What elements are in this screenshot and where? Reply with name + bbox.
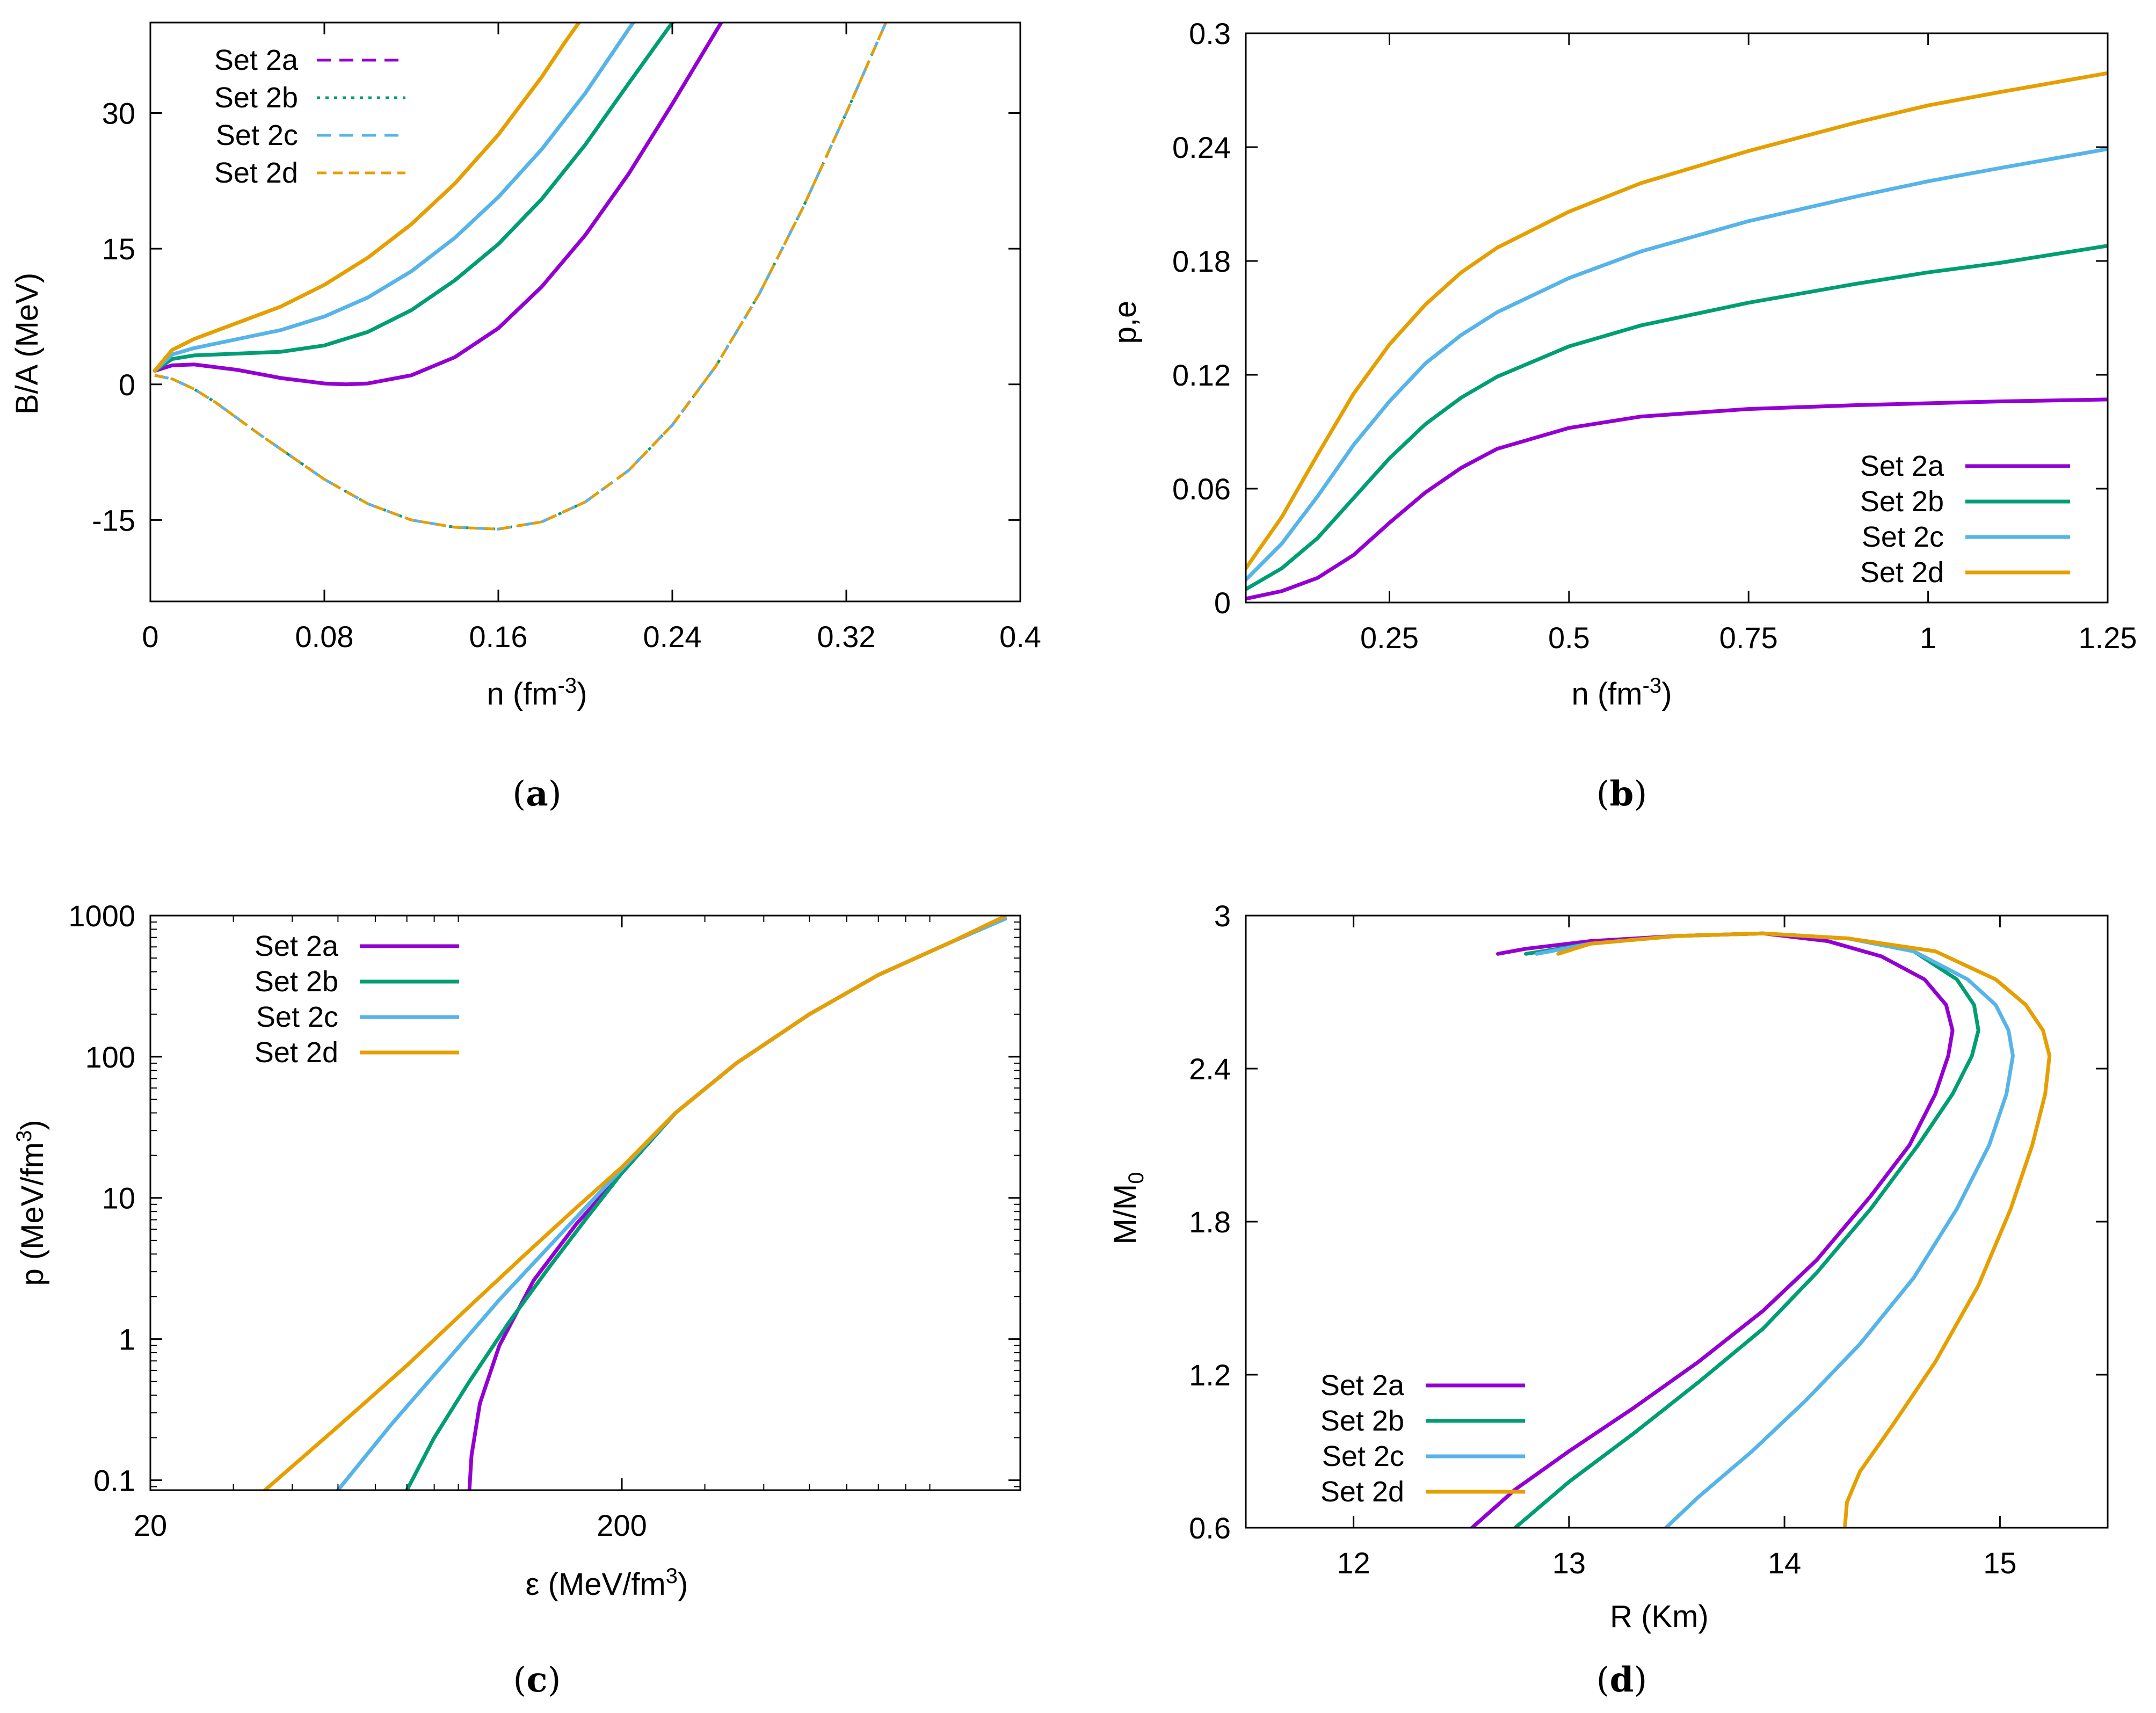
panel-b: 0.25 0.5 0.75 1 1.25 0 0.06 0.12 0.18 0.24 0.3 Set … [1108,17,2137,814]
panel-a-xlabel: n (fm-3) [487,674,587,712]
y-tick-label: 1.2 [1189,1358,1231,1392]
x-tick-label: 20 [134,1508,167,1542]
series-line-set-2a [467,917,1007,1490]
legend-label: Set 2a [1320,1369,1405,1402]
legend-label: Set 2b [255,966,338,998]
series-line-set-2b [1246,244,2108,591]
panel-b-caption: (b) [1596,774,1647,814]
y-tick-label: 0.24 [1172,130,1231,164]
y-tick-label: 0 [119,368,135,402]
series-line-set-2d [263,916,1007,1490]
panel-d-xlabel: R (Km) [1610,1599,1709,1634]
series-line-set-2a [1470,931,1955,1528]
plot-frame [1245,32,2109,604]
y-tick-label: 15 [102,232,135,266]
x-tick-label: 13 [1552,1546,1586,1580]
x-tick-label: 0.75 [1719,621,1778,655]
panel-b-xlabel: n (fm-3) [1571,674,1672,712]
legend-label: Set 2b [1320,1405,1404,1437]
y-tick-label: 0.6 [1189,1511,1231,1545]
series-line-set-2a [1246,397,2108,601]
panel-c-caption: (c) [513,1660,561,1700]
legend-label: Set 2d [214,157,298,189]
series-line-set-2c [1535,931,2015,1528]
x-tick-label: 0.5 [1548,621,1590,655]
x-tick-label: 0.16 [469,620,528,654]
panel-a-caption: (a) [512,774,561,814]
series-line-set-2d-dashed-fine [154,23,888,531]
series-line-set-2d [1246,71,2108,570]
series-line-set-2b [405,917,1007,1490]
y-tick-label: 10 [102,1181,135,1215]
legend-label: Set 2b [214,82,298,114]
y-tick-label: 0.12 [1172,358,1231,392]
y-tick-label: 0.1 [93,1463,135,1497]
legend-label: Set 2a [1860,450,1944,482]
x-tick-label: 0.4 [999,620,1041,654]
x-tick-label: 0.25 [1360,621,1419,655]
y-tick-label: 3 [1214,899,1231,933]
x-tick-label: 1 [1920,621,1936,655]
x-tick-label: 0.24 [643,620,702,654]
x-tick-label: 1.25 [2079,621,2137,655]
panel-d-ylabel: M/M0 [1108,1172,1148,1245]
y-tick-label: 1 [119,1323,135,1356]
x-tick-label: 200 [597,1508,647,1542]
y-tick-label: 30 [102,96,135,130]
series-line-set-2d [1556,931,2052,1528]
legend-label: Set 2d [1320,1476,1404,1508]
legend-label: Set 2a [214,44,299,76]
series-line-set-2b [153,23,676,373]
x-tick-label: 12 [1337,1546,1370,1580]
series-line-set-2c [153,23,636,373]
series-line-set-2c [1246,147,2108,582]
y-tick-label: 0.06 [1172,472,1231,506]
legend-label: Set 2c [1322,1440,1404,1472]
y-tick-label: 2.4 [1189,1052,1231,1086]
legend-label: Set 2d [255,1036,338,1069]
legend-label: Set 2c [216,119,298,151]
y-tick-label: 0.18 [1172,244,1231,278]
panel-a: 0 0.08 0.16 0.24 0.32 0.4 -15 0 15 30 Set 2a Set 2b… [10,21,1041,814]
x-tick-label: 0.32 [817,620,876,654]
panel-a-ylabel: B/A (MeV) [10,273,45,415]
legend-label: Set 2d [1860,556,1944,589]
y-tick-label: 100 [85,1040,135,1074]
x-tick-label: 14 [1768,1546,1801,1580]
legend-label: Set 2c [256,1001,338,1033]
plot-frame [149,914,1021,1491]
y-tick-label: 1.8 [1189,1205,1231,1239]
legend-label: Set 2a [255,930,339,962]
legend: Set 2a Set 2b Set 2c Set 2d [214,44,405,189]
y-tick-label: 0 [1214,586,1231,620]
panel-c-ylabel: p (MeV/fm3) [12,1120,50,1286]
series-line-set-2d [153,23,582,373]
series-line-set-2c [336,917,1007,1490]
x-tick-label: 0 [142,620,158,654]
plot-frame [149,21,1021,603]
legend-label: Set 2c [1862,521,1944,553]
y-tick-label: -15 [92,503,135,537]
series-line-set-2a [153,23,724,387]
x-tick-label: 0.08 [295,620,354,654]
panel-b-ylabel: p,e [1108,301,1143,344]
y-tick-label: 0.3 [1189,17,1231,50]
x-tick-label: 15 [1983,1546,2016,1580]
panel-c-xlabel: ε (MeV/fm3) [526,1564,688,1602]
legend-label: Set 2b [1860,485,1944,518]
panel-d-caption: (d) [1596,1660,1647,1700]
y-tick-label: 1000 [68,899,135,933]
